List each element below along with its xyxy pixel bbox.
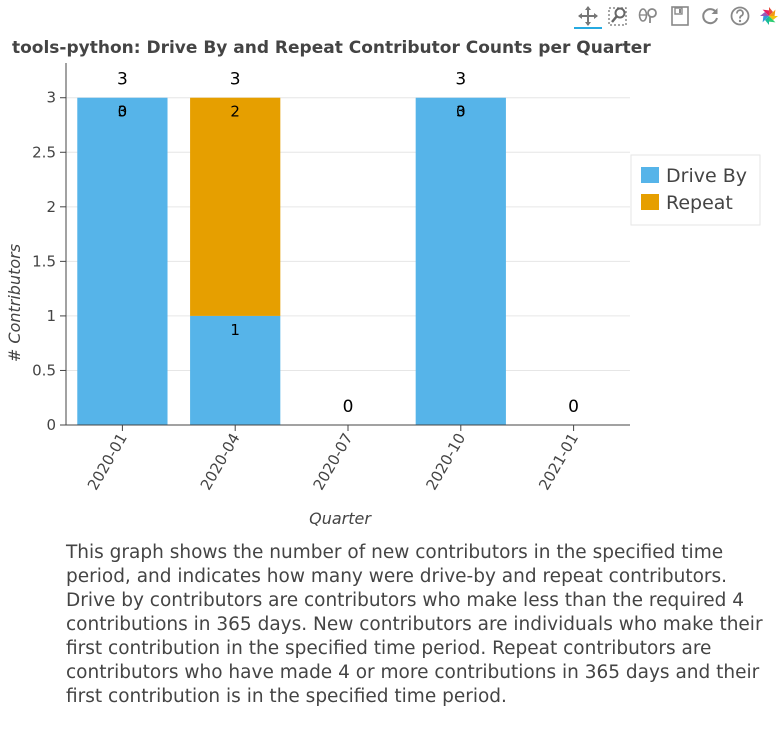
pan-icon[interactable] bbox=[577, 5, 599, 27]
legend-swatch bbox=[641, 167, 659, 183]
y-tick-label: 1 bbox=[46, 307, 56, 325]
bar-drive-by bbox=[415, 97, 506, 426]
segment-label: 1 bbox=[230, 321, 240, 339]
y-tick-label: 0 bbox=[46, 416, 56, 434]
segment-label: 0 bbox=[118, 103, 128, 121]
bar-drive-by bbox=[190, 315, 281, 425]
chart-title: tools-python: Drive By and Repeat Contri… bbox=[12, 38, 651, 58]
reset-icon[interactable] bbox=[699, 5, 721, 27]
bar-drive-by bbox=[77, 97, 168, 426]
y-tick-label: 1.5 bbox=[32, 252, 56, 270]
chart-description: This graph shows the number of new contr… bbox=[66, 542, 763, 707]
total-label: 3 bbox=[455, 70, 466, 90]
segment-label: 3 bbox=[456, 103, 466, 121]
total-label: 3 bbox=[117, 70, 128, 90]
y-tick-label: 2 bbox=[46, 198, 56, 216]
bar-repeat bbox=[190, 97, 281, 316]
x-tick-label: 2020-10 bbox=[422, 430, 469, 493]
toolbar bbox=[574, 3, 780, 31]
active-tool-indicator bbox=[574, 27, 602, 29]
y-tick-label: 0.5 bbox=[32, 361, 56, 379]
segment-label: 3 bbox=[118, 103, 128, 121]
x-tick-label: 2020-04 bbox=[197, 430, 244, 493]
save-icon[interactable] bbox=[669, 5, 691, 27]
legend-label: Drive By bbox=[666, 165, 747, 187]
box-zoom-icon[interactable] bbox=[607, 5, 629, 27]
x-tick-label: 2020-01 bbox=[84, 430, 131, 493]
bokeh-logo-icon[interactable] bbox=[758, 5, 780, 27]
total-label: 3 bbox=[230, 70, 241, 90]
total-label: 0 bbox=[568, 397, 579, 417]
x-tick-label: 2020-07 bbox=[310, 430, 357, 493]
x-axis-title: Quarter bbox=[309, 509, 372, 528]
legend-swatch bbox=[641, 194, 659, 210]
total-label: 0 bbox=[343, 397, 354, 417]
segment-label: 2 bbox=[230, 103, 240, 121]
y-axis-title: # Contributors bbox=[5, 244, 24, 362]
x-tick-label: 2021-01 bbox=[535, 430, 582, 493]
wheel-zoom-icon[interactable] bbox=[637, 5, 659, 27]
segment-label: 0 bbox=[456, 103, 466, 121]
y-tick-label: 3 bbox=[46, 89, 56, 107]
legend-box bbox=[630, 154, 761, 226]
help-icon[interactable] bbox=[729, 5, 751, 27]
y-tick-label: 2.5 bbox=[32, 143, 56, 161]
legend-label: Repeat bbox=[666, 192, 733, 214]
